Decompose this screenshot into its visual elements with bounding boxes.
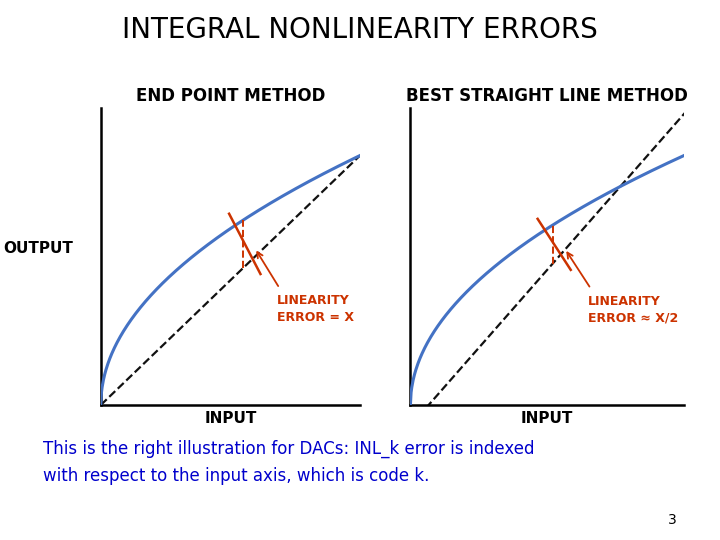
Text: LINEARITY
ERROR ≈ X/2: LINEARITY ERROR ≈ X/2 xyxy=(588,295,678,325)
Text: INTEGRAL NONLINEARITY ERRORS: INTEGRAL NONLINEARITY ERRORS xyxy=(122,16,598,44)
Text: OUTPUT: OUTPUT xyxy=(4,241,73,256)
Text: 3: 3 xyxy=(668,512,677,526)
Text: This is the right illustration for DACs: INL_k error is indexed: This is the right illustration for DACs:… xyxy=(43,440,535,458)
Title: BEST STRAIGHT LINE METHOD: BEST STRAIGHT LINE METHOD xyxy=(406,87,688,105)
X-axis label: INPUT: INPUT xyxy=(521,410,573,426)
X-axis label: INPUT: INPUT xyxy=(204,410,256,426)
Text: with respect to the input axis, which is code k.: with respect to the input axis, which is… xyxy=(43,467,430,485)
Text: LINEARITY
ERROR = X: LINEARITY ERROR = X xyxy=(277,294,354,325)
Title: END POINT METHOD: END POINT METHOD xyxy=(135,87,325,105)
